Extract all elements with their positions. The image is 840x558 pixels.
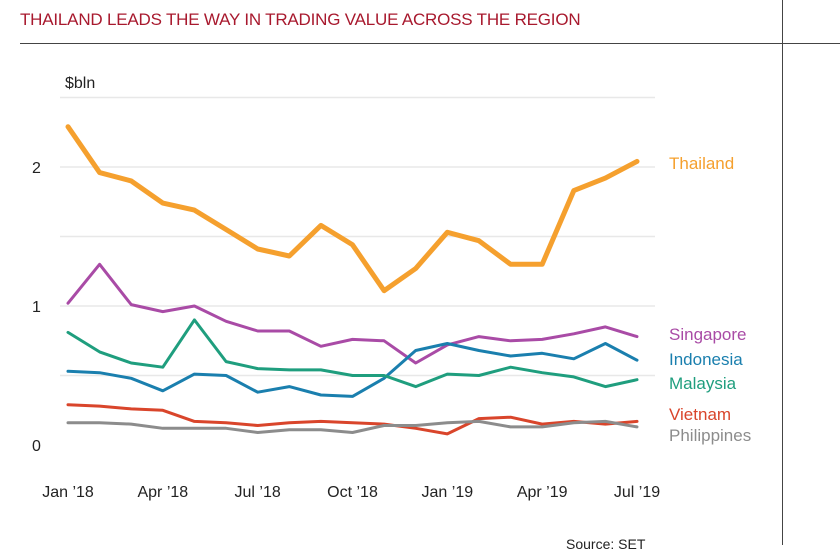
series-line-philippines (66, 419, 639, 434)
series-line-thailand (65, 124, 640, 294)
series-line-vietnam (66, 403, 639, 436)
series-lines (65, 124, 640, 436)
x-tick-label: Jan ’18 (42, 484, 94, 501)
title-divider (20, 43, 840, 44)
x-tick-label: Apr ’19 (517, 484, 568, 501)
series-line-singapore (66, 262, 639, 365)
y-tick-label: 1 (32, 299, 41, 316)
source-note: Source: SET (566, 536, 646, 552)
x-tick-label: Oct ’18 (327, 484, 378, 501)
legend-label-malaysia: Malaysia (669, 374, 737, 393)
x-tick-label: Apr ’18 (137, 484, 188, 501)
y-tick-label: 0 (32, 438, 41, 455)
legend-label-philippines: Philippines (669, 426, 751, 445)
x-ticks: Jan ’18 Apr ’18 Jul ’18 Oct ’18 Jan ’19 Apr ’… (42, 484, 660, 501)
chart-title: THAILAND LEADS THE WAY IN TRADING VALUE … (20, 10, 581, 29)
y-ticks: 0 1 2 (32, 160, 41, 455)
y-tick-label: 2 (32, 160, 41, 177)
x-tick-label: Jan ’19 (422, 484, 474, 501)
x-tick-label: Jul ’19 (614, 484, 660, 501)
legend-label-thailand: Thailand (669, 154, 734, 173)
y-axis-label: $bln (65, 75, 95, 92)
x-tick-label: Jul ’18 (235, 484, 281, 501)
legend-label-vietnam: Vietnam (669, 405, 731, 424)
series-line-malaysia (66, 318, 639, 389)
legend-label-singapore: Singapore (669, 325, 747, 344)
legend-label-indonesia: Indonesia (669, 350, 743, 369)
right-divider (782, 0, 783, 545)
series-line-indonesia (66, 342, 639, 398)
legend: Thailand Singapore Indonesia Malaysia Vietna… (669, 154, 751, 445)
